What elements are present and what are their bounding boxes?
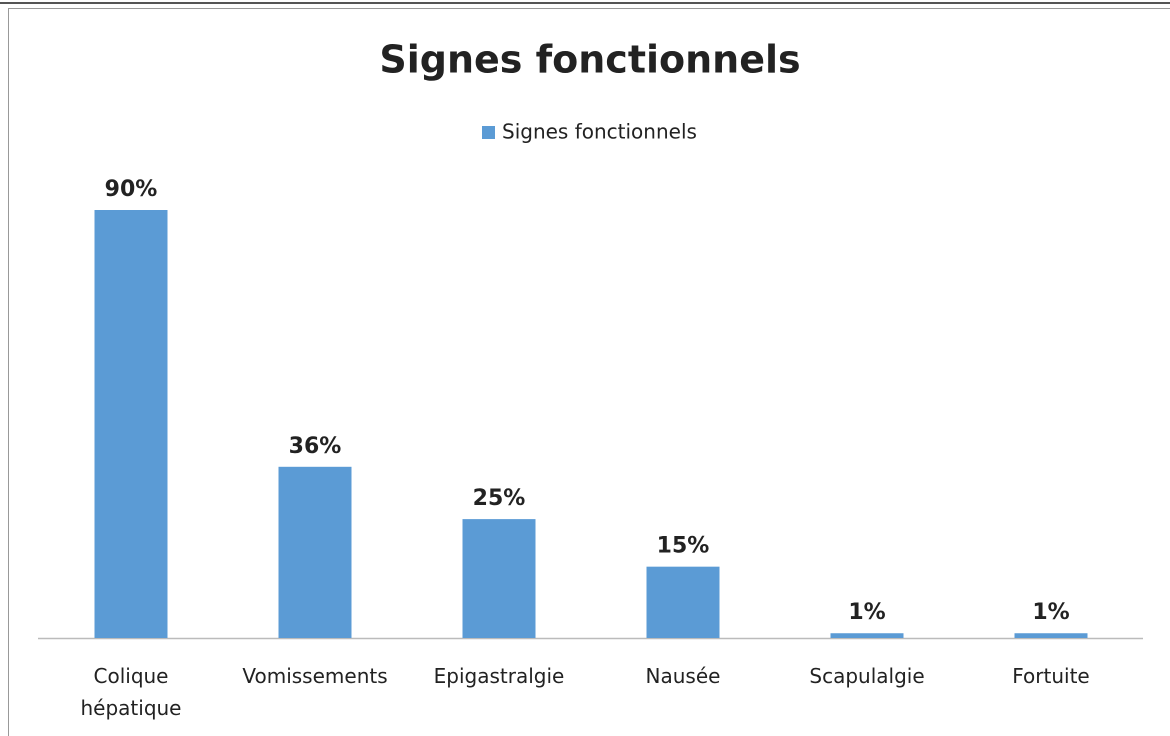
chart-frame [8, 8, 1170, 736]
data-label: 15% [657, 534, 710, 559]
x-tick-label-box: Vomissements [242, 664, 388, 688]
x-tick-label-box: Fortuite [1012, 664, 1090, 688]
x-tick-label: Scapulalgie [809, 664, 925, 688]
data-label: 36% [289, 434, 342, 459]
x-tick-label: Epigastralgie [433, 664, 565, 688]
data-label: 1% [1032, 600, 1069, 625]
x-tick-label-box: Scapulalgie [809, 664, 925, 688]
x-tick-label: Vomissements [242, 664, 388, 688]
x-tick-label: Colique hépatique [80, 664, 182, 720]
legend-swatch [482, 126, 495, 139]
bar [462, 519, 536, 638]
x-tick-label: Fortuite [1012, 664, 1090, 688]
chart-title: Signes fonctionnels [379, 38, 800, 82]
bar [278, 466, 352, 638]
data-label: 1% [848, 600, 885, 625]
x-tick-label-box: Epigastralgie [433, 664, 565, 688]
data-label: 90% [105, 177, 158, 202]
data-label: 25% [473, 486, 526, 511]
x-tick-label-box: Nausée [645, 664, 721, 688]
bar [646, 566, 720, 638]
bar [1014, 633, 1088, 638]
legend-label: Signes fonctionnels [502, 120, 697, 144]
x-tick-label-box: Colique hépatique [80, 664, 182, 720]
bar [830, 633, 904, 638]
bar [94, 210, 168, 638]
x-tick-label: Nausée [645, 664, 721, 688]
